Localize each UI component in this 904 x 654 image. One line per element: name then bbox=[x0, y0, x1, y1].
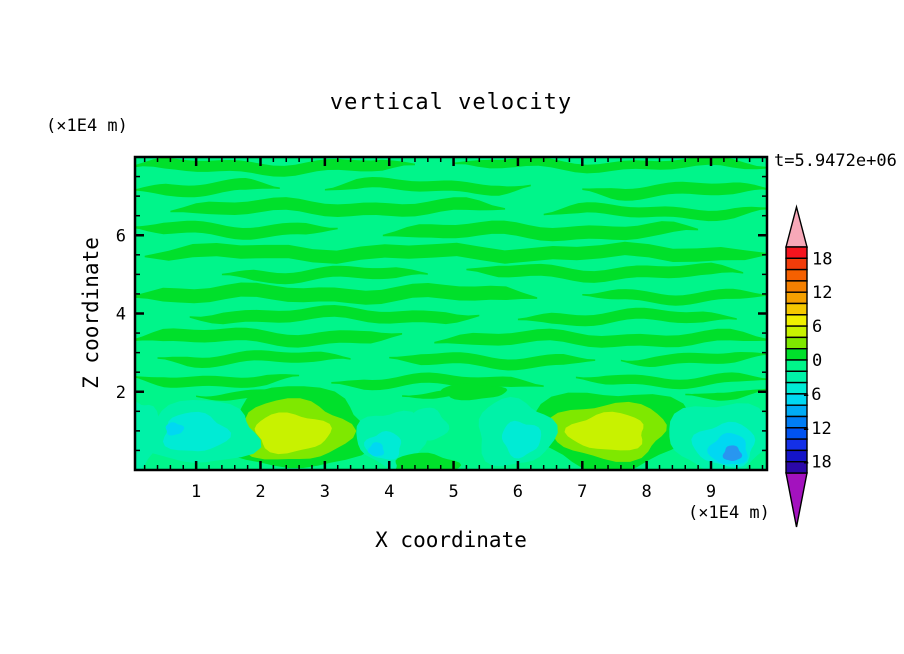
colorbar-cell bbox=[785, 461, 808, 474]
x-tick-label: 2 bbox=[255, 482, 265, 502]
contour-field bbox=[135, 157, 767, 470]
plot-title: vertical velocity bbox=[329, 90, 573, 115]
z-tick-label: 2 bbox=[116, 383, 126, 403]
contour-feature-downdraft-2-spot bbox=[367, 442, 385, 457]
colorbar-tick-label: 6 bbox=[812, 317, 822, 337]
x-axis-title: X coordinate bbox=[375, 528, 527, 552]
x-tick-label: 6 bbox=[513, 482, 523, 502]
colorbar-under-arrow bbox=[785, 472, 808, 528]
colorbar-tick-label: 12 bbox=[812, 283, 832, 303]
contour-feature-downdraft-1-inner bbox=[162, 411, 232, 452]
colorbar-cell bbox=[785, 325, 808, 339]
colorbar-cell bbox=[785, 291, 808, 305]
colorbar-tick-label: 0 bbox=[812, 351, 822, 371]
x-tick-label: 4 bbox=[384, 482, 394, 502]
x-tick-label: 1 bbox=[191, 482, 201, 502]
colorbar-cell bbox=[785, 302, 808, 316]
colorbar-cell bbox=[785, 280, 808, 293]
colorbar-cell bbox=[785, 438, 808, 452]
z-axis-unit-label: (×1E4 m) bbox=[46, 116, 128, 136]
colorbar-cell bbox=[785, 268, 808, 282]
colorbar-tick-label: -12 bbox=[801, 419, 832, 439]
colorbar-over-arrow bbox=[785, 204, 808, 248]
colorbar: 18 12 6 0 -6 -12 -18 bbox=[785, 204, 832, 528]
contour-feature-bottom-green-1 bbox=[395, 452, 462, 470]
colorbar-cell bbox=[785, 246, 808, 260]
x-tick-label: 7 bbox=[577, 482, 587, 502]
colorbar-cell bbox=[785, 314, 808, 327]
contour-feature-updraft-1-core bbox=[254, 412, 332, 455]
colorbar-cell bbox=[785, 336, 808, 350]
plot-axes: 1 2 3 4 5 6 7 8 9 2 4 6 bbox=[116, 155, 769, 502]
colorbar-cell bbox=[785, 370, 808, 384]
colorbar-cell bbox=[785, 359, 808, 373]
colorbar-cell bbox=[785, 257, 808, 271]
x-tick-label: 9 bbox=[706, 482, 716, 502]
contour-feature-downdraft-3 bbox=[407, 407, 450, 441]
colorbar-tick-label: -18 bbox=[801, 453, 832, 473]
z-tick-label: 6 bbox=[116, 226, 126, 246]
z-tick-label: 4 bbox=[116, 305, 126, 325]
x-axis-unit-label: (×1E4 m) bbox=[688, 503, 770, 523]
x-tick-label: 3 bbox=[320, 482, 330, 502]
contour-feature-updraft-2-core bbox=[564, 411, 644, 451]
contour-feature-left-edge-patch bbox=[135, 401, 159, 470]
colorbar-cell bbox=[785, 404, 808, 418]
contour-feature-downdraft-1-spot bbox=[165, 422, 185, 436]
contour-feature-mid-green-tuft bbox=[441, 383, 508, 401]
contour-feature-downdraft-4-inner bbox=[502, 420, 542, 459]
colorbar-tick-label: -6 bbox=[801, 385, 821, 405]
contour-feature-downdraft-5-spot bbox=[722, 445, 743, 461]
colorbar-cell bbox=[785, 348, 808, 361]
colorbar-tick-label: 18 bbox=[812, 249, 832, 269]
x-tick-label: 8 bbox=[642, 482, 652, 502]
time-readout: t=5.9472e+06 bbox=[774, 151, 897, 171]
x-tick-label: 5 bbox=[448, 482, 458, 502]
